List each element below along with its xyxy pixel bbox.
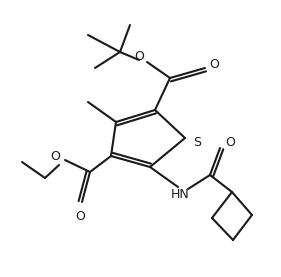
- Text: O: O: [134, 50, 144, 63]
- Text: O: O: [50, 150, 60, 163]
- Text: HN: HN: [171, 189, 189, 201]
- Text: O: O: [209, 58, 219, 71]
- Text: O: O: [225, 137, 235, 150]
- Text: O: O: [75, 209, 85, 222]
- Text: S: S: [193, 135, 201, 148]
